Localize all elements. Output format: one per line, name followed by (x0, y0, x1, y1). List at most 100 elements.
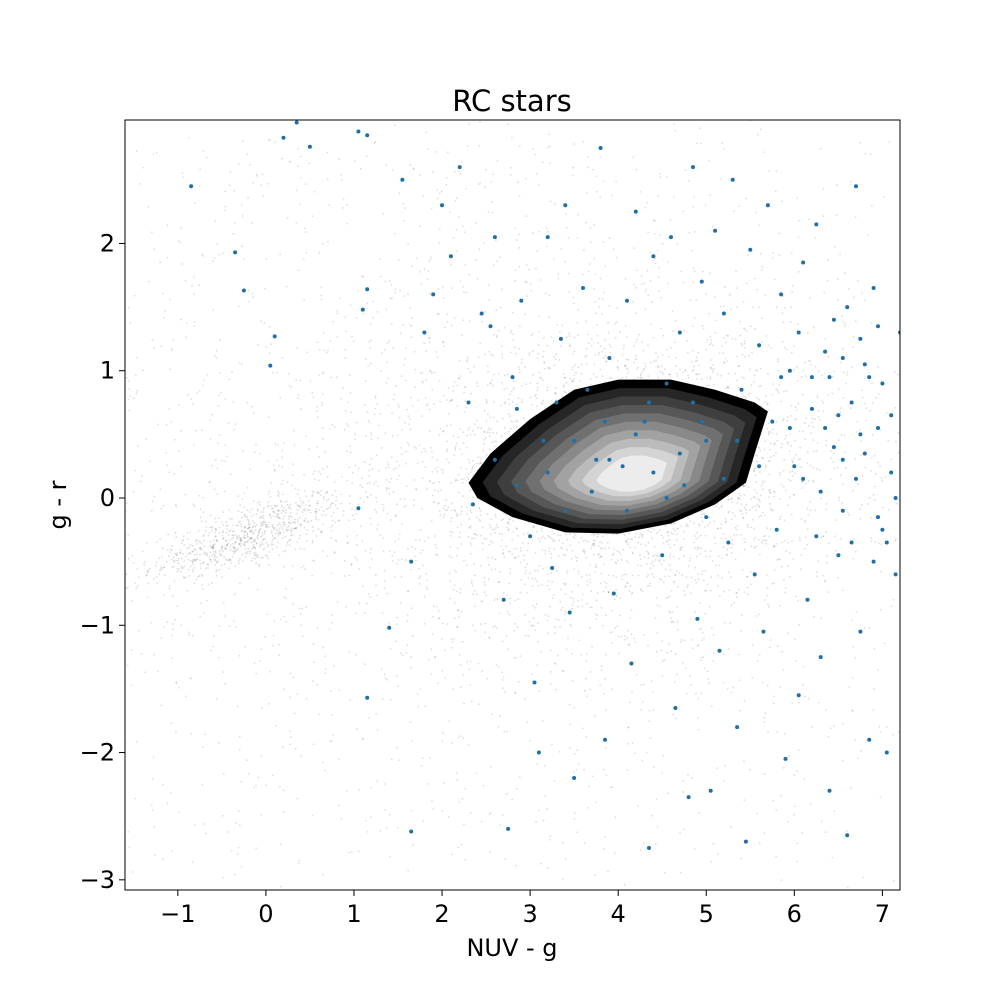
background-point (458, 216, 460, 218)
background-point (694, 848, 696, 850)
background-point (602, 535, 604, 538)
background-point (589, 227, 592, 229)
background-point (727, 495, 730, 498)
background-point (278, 530, 281, 533)
background-point (727, 334, 729, 337)
background-point (240, 516, 243, 519)
background-point (756, 503, 759, 506)
background-point (637, 564, 639, 566)
background-point (357, 290, 360, 292)
background-point (208, 532, 211, 534)
background-point (500, 539, 503, 542)
background-point (758, 346, 760, 349)
background-point (453, 380, 456, 383)
background-point (560, 345, 562, 347)
background-point (748, 368, 751, 371)
background-point (283, 515, 286, 517)
background-point (805, 375, 807, 377)
background-point (466, 660, 468, 663)
background-point (440, 638, 443, 640)
background-point (199, 541, 202, 543)
background-point (782, 485, 785, 488)
background-point (198, 284, 201, 287)
background-point (475, 462, 478, 465)
background-point (251, 508, 254, 511)
background-point (794, 439, 796, 442)
background-point (189, 565, 192, 568)
background-point (533, 524, 535, 527)
background-point (518, 265, 521, 268)
background-point (842, 348, 844, 350)
background-point (468, 426, 471, 429)
background-point (697, 578, 700, 581)
background-point (570, 625, 572, 627)
background-point (223, 556, 226, 558)
background-point (784, 539, 786, 542)
background-point (502, 552, 505, 554)
background-point (369, 596, 372, 598)
background-point (304, 509, 306, 512)
background-point (509, 174, 512, 176)
background-point (400, 375, 403, 377)
background-point (261, 523, 263, 526)
background-point (491, 528, 494, 531)
background-point (599, 540, 601, 543)
background-point (697, 697, 699, 700)
background-point (384, 569, 386, 572)
background-point (591, 775, 594, 778)
background-point (175, 681, 178, 684)
background-point (804, 547, 807, 550)
background-point (230, 850, 233, 852)
background-point (559, 600, 562, 603)
background-point (592, 533, 595, 535)
background-point (777, 370, 780, 372)
background-point (455, 571, 457, 573)
background-point (358, 602, 361, 605)
background-point (557, 534, 560, 536)
background-point (391, 169, 394, 172)
background-point (179, 552, 182, 554)
background-point (488, 813, 491, 815)
background-point (603, 291, 606, 294)
background-point (821, 400, 824, 402)
background-point (873, 455, 876, 457)
background-point (267, 504, 270, 507)
background-point (605, 533, 608, 536)
background-point (433, 605, 435, 608)
background-point (679, 549, 682, 551)
background-point (232, 620, 235, 623)
background-point (557, 619, 560, 621)
background-point (742, 485, 745, 488)
background-point (218, 550, 221, 553)
background-point (731, 539, 734, 542)
background-point (292, 527, 295, 530)
background-point (737, 365, 740, 367)
background-point (879, 731, 882, 733)
background-point (168, 471, 171, 474)
background-point (666, 531, 669, 534)
background-point (631, 552, 634, 555)
background-point (220, 545, 223, 548)
background-point (267, 526, 270, 528)
background-point (233, 546, 236, 549)
background-point (177, 403, 180, 406)
background-point (216, 349, 218, 352)
background-point (612, 248, 615, 251)
background-point (336, 312, 339, 315)
background-point (454, 200, 457, 202)
background-point (448, 461, 450, 464)
background-point (618, 551, 621, 553)
background-point (174, 532, 177, 534)
background-point (812, 466, 815, 469)
background-point (528, 620, 531, 623)
background-point (386, 489, 388, 492)
background-point (373, 141, 376, 143)
background-point (449, 580, 452, 582)
background-point (775, 388, 778, 391)
background-point (572, 302, 575, 305)
background-point (625, 358, 628, 361)
background-point (253, 522, 256, 524)
background-point (786, 565, 789, 567)
background-point (471, 429, 474, 432)
background-point (452, 389, 454, 392)
